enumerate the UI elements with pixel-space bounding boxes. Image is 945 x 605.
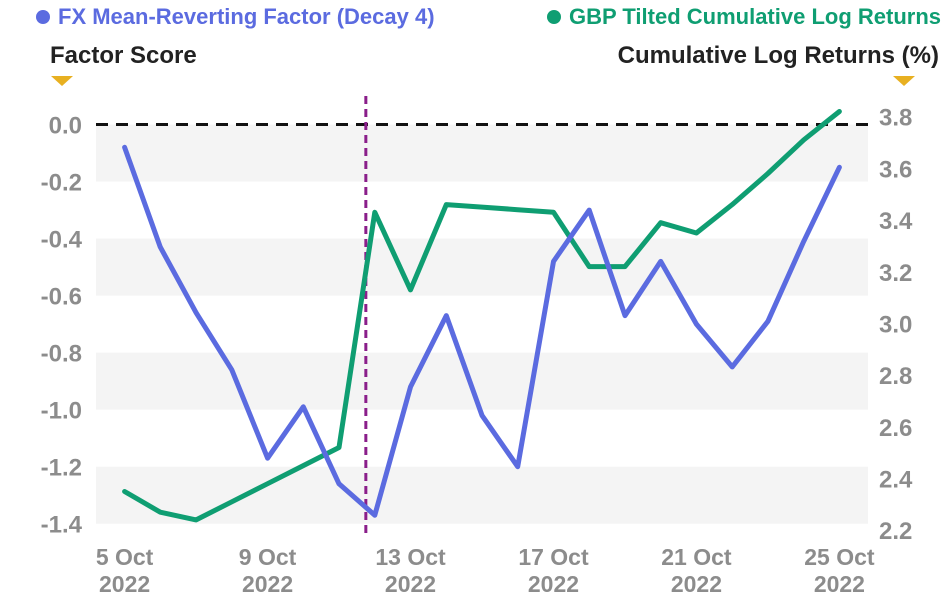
left-axis-tick-label: 0.0 [49,113,82,140]
legend-label-returns: GBP Tilted Cumulative Log Returns [568,4,941,29]
x-axis-tick-date: 13 Oct [375,544,446,570]
legend-dot-factor-icon [36,10,50,24]
x-axis-tick-label: 5 Oct 2022 [96,544,154,597]
right-axis-tick-label: 3.6 [879,156,912,183]
legend-label-factor: FX Mean-Reverting Factor (Decay 4) [58,4,435,29]
background-band [96,238,868,296]
right-axis-tick-label: 2.6 [879,415,912,442]
background-band [96,124,868,182]
x-axis-tick-year: 2022 [242,571,293,597]
right-axis-tick-label: 3.0 [879,311,912,338]
x-axis-tick-year: 2022 [99,571,150,597]
left-axis-tick-label: -0.6 [41,284,82,311]
right-axis-title: Cumulative Log Returns (%) [617,42,939,69]
x-axis-tick-label: 21 Oct 2022 [661,544,732,597]
x-axis-tick-year: 2022 [671,571,722,597]
right-axis-tick-label: 3.8 [879,105,912,132]
factor-series-line [122,144,842,518]
right-axis-tick-label: 2.8 [879,363,912,390]
x-axis-tick-date: 9 Oct [239,544,297,570]
left-axis-tick-label: -1.2 [41,455,82,482]
x-axis-tick-date: 17 Oct [518,544,589,570]
legend-item-factor: FX Mean-Reverting Factor (Decay 4) [36,4,435,30]
returns-series-line [122,109,842,523]
left-axis-tick-label: -0.4 [41,227,83,254]
x-axis-tick-label: 13 Oct 2022 [375,544,446,597]
legend-dot-returns-icon [546,10,561,24]
right-axis-tick-label: 3.4 [879,208,913,235]
background-band [96,466,868,524]
x-axis-tick-date: 25 Oct [804,544,875,570]
x-axis-tick-label: 9 Oct 2022 [239,544,297,597]
left-axis-tick-label: -1.0 [41,398,82,425]
x-axis-tick-year: 2022 [385,571,436,597]
left-axis-tick-label: -1.4 [41,512,83,539]
x-axis-tick-year: 2022 [814,571,865,597]
left-axis-tick-label: -0.2 [41,170,82,197]
right-axis-marker-icon [893,76,915,86]
right-axis-tick-label: 3.2 [879,260,912,287]
left-axis-tick-label: -0.8 [41,341,82,368]
x-axis-tick-label: 25 Oct 2022 [804,544,875,597]
right-axis-tick-label: 2.2 [879,518,912,545]
left-axis-marker-icon [51,76,73,86]
x-axis-tick-label: 17 Oct 2022 [518,544,589,597]
x-axis-tick-year: 2022 [528,571,579,597]
background-band [96,352,868,410]
x-axis-tick-date: 5 Oct [96,544,154,570]
left-axis-title: Factor Score [50,42,197,69]
x-axis-tick-date: 21 Oct [661,544,732,570]
right-axis-tick-label: 2.4 [879,467,913,494]
legend-item-returns: GBP Tilted Cumulative Log Returns [546,4,941,30]
